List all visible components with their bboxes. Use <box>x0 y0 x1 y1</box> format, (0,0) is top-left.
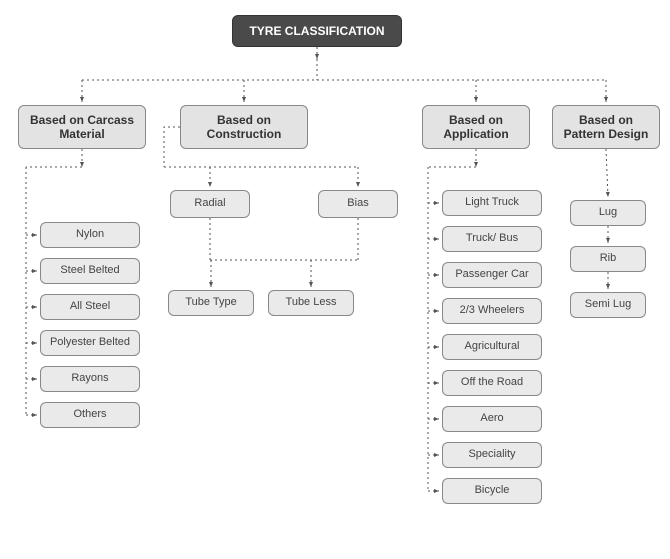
leaf-application-3: 2/3 Wheelers <box>442 298 542 324</box>
leaf-application-8: Bicycle <box>442 478 542 504</box>
leaf-application-4: Agricultural <box>442 334 542 360</box>
leaf-application-0: Light Truck <box>442 190 542 216</box>
leaf-carcass-1: Steel Belted <box>40 258 140 284</box>
category-construction: Based on Construction <box>180 105 308 149</box>
leaf-pattern-0: Lug <box>570 200 646 226</box>
node-construction-gc-1: Tube Less <box>268 290 354 316</box>
leaf-carcass-3: Polyester Belted <box>40 330 140 356</box>
node-construction-gc-0: Tube Type <box>168 290 254 316</box>
node-construction-0: Radial <box>170 190 250 218</box>
leaf-carcass-0: Nylon <box>40 222 140 248</box>
node-construction-1: Bias <box>318 190 398 218</box>
leaf-pattern-2: Semi Lug <box>570 292 646 318</box>
category-carcass: Based on Carcass Material <box>18 105 146 149</box>
leaf-carcass-5: Others <box>40 402 140 428</box>
leaf-application-1: Truck/ Bus <box>442 226 542 252</box>
leaf-application-7: Speciality <box>442 442 542 468</box>
leaf-application-6: Aero <box>442 406 542 432</box>
leaf-application-5: Off the Road <box>442 370 542 396</box>
leaf-carcass-4: Rayons <box>40 366 140 392</box>
category-pattern: Based on Pattern Design <box>552 105 660 149</box>
leaf-carcass-2: All Steel <box>40 294 140 320</box>
leaf-pattern-1: Rib <box>570 246 646 272</box>
leaf-application-2: Passenger Car <box>442 262 542 288</box>
category-application: Based on Application <box>422 105 530 149</box>
root-node: TYRE CLASSIFICATION <box>232 15 402 47</box>
